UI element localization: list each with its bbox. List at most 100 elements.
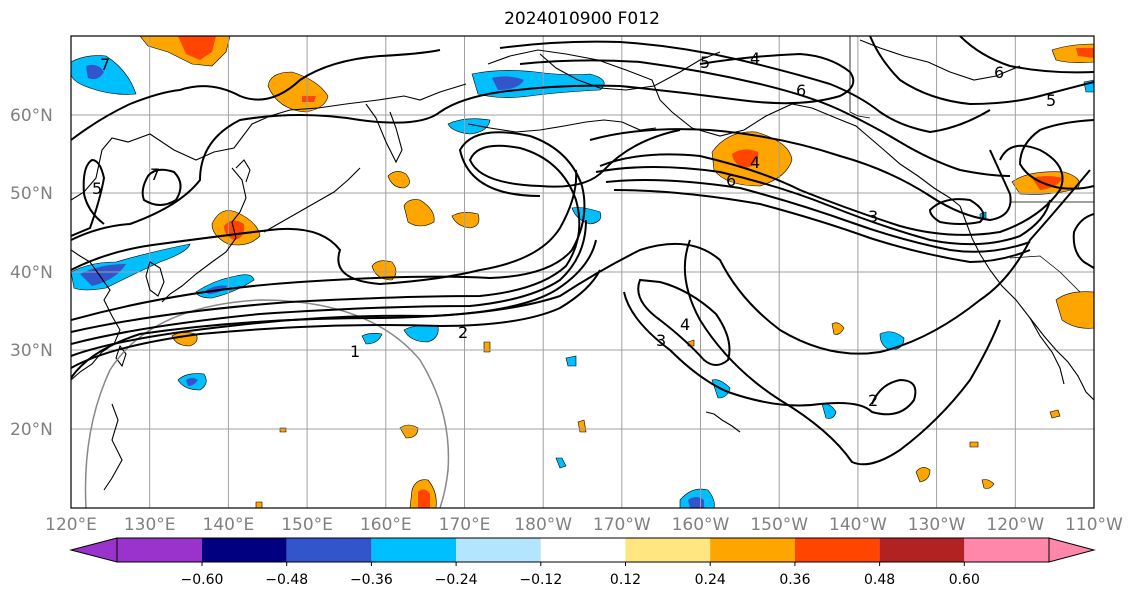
positive-anomaly — [178, 36, 216, 60]
contour-label: 1 — [350, 342, 360, 361]
negative-anomaly — [447, 118, 491, 135]
lon-label: 170°E — [439, 515, 491, 535]
lon-label: 110°W — [1065, 515, 1123, 535]
contour-label: 3 — [868, 207, 878, 226]
lon-label: 120°W — [986, 515, 1044, 535]
negative-anomaly — [361, 333, 383, 345]
negative-anomaly — [80, 264, 126, 286]
colorbar-segment — [879, 538, 965, 562]
baja-coastline — [1029, 317, 1065, 385]
colorbar-segment — [202, 538, 287, 562]
negative-anomaly — [565, 355, 577, 367]
colorbar-tick-label: −0.24 — [435, 572, 478, 588]
contour-line — [1018, 119, 1094, 190]
coastlines — [71, 36, 1094, 491]
contour-labels: 1 2 3 4 5 6 7 4 5 6 3 4 2 7 6 5 — [92, 49, 1056, 410]
canada-islands — [859, 39, 1021, 81]
positive-anomaly — [732, 149, 759, 168]
lat-label: 50°N — [10, 184, 53, 204]
positive-anomaly — [969, 441, 979, 448]
lon-label: 140°W — [829, 515, 887, 535]
contour-label: 4 — [750, 153, 760, 172]
colorbar-segment — [117, 538, 202, 562]
map-title: 2024010900 F012 — [504, 9, 660, 29]
positive-anomaly — [418, 489, 430, 508]
positive-anomaly — [1055, 291, 1094, 329]
longitude-labels: 120°E 130°E 140°E 150°E 160°E 170°E 180°… — [45, 515, 1123, 535]
contour-label: 5 — [700, 53, 710, 72]
colorbar-segment — [710, 538, 795, 562]
contour-line — [959, 36, 1094, 74]
contour-line — [519, 59, 1011, 177]
lon-label: 130°W — [908, 515, 966, 535]
colorbar-tick-label: −0.12 — [519, 572, 562, 588]
negative-anomaly — [71, 55, 137, 95]
contour-line — [637, 278, 731, 366]
contour-line — [599, 144, 1064, 236]
contour-label: 6 — [796, 81, 806, 100]
lon-label: 160°E — [360, 515, 412, 535]
contour-label: 7 — [100, 55, 110, 74]
positive-anomaly — [1076, 48, 1094, 58]
alaska-coastline — [487, 49, 961, 207]
negative-anomaly — [86, 64, 104, 80]
kamchatka-coastline — [365, 103, 403, 164]
korea-coastline — [145, 261, 165, 297]
contour-line — [71, 131, 586, 321]
lon-label: 180°W — [514, 515, 572, 535]
colorbar-segment — [456, 538, 541, 562]
contour-line — [595, 166, 1051, 246]
asia-coastline — [71, 83, 467, 201]
colorbar-ticks — [201, 562, 965, 566]
lon-label: 170°W — [593, 515, 651, 535]
colorbar-tick-label: 0.36 — [779, 572, 810, 588]
colorbar-tick-label: −0.48 — [265, 572, 308, 588]
contour-label: 4 — [750, 49, 760, 68]
north-america-coastline — [959, 205, 1094, 401]
contour-line — [499, 40, 991, 134]
colorbar: −0.60 −0.48 −0.36 −0.24 −0.12 0.12 0.24 … — [69, 537, 1096, 588]
contour-line — [1072, 213, 1094, 269]
colorbar-tick-label: −0.36 — [350, 572, 393, 588]
alaska-inland — [539, 51, 721, 91]
colorbar-extend-high — [1048, 537, 1096, 563]
contour-label: 2 — [458, 323, 468, 342]
contour-label: 5 — [1046, 91, 1056, 110]
contour-line — [605, 179, 1031, 253]
negative-anomaly — [879, 331, 905, 351]
negative-anomaly — [555, 457, 567, 469]
country-border — [1009, 255, 1081, 293]
contour-line — [71, 269, 601, 369]
lon-label: 130°E — [124, 515, 176, 535]
colorbar-tick-label: 0.24 — [695, 572, 726, 588]
colorbar-tick-label: 0.48 — [864, 572, 895, 588]
positive-anomaly — [1049, 409, 1061, 419]
contour-line — [589, 128, 1012, 222]
philippines-coastline — [103, 403, 123, 491]
positive-anomaly — [302, 96, 316, 102]
lon-label: 160°W — [672, 515, 730, 535]
contour-line — [71, 49, 441, 141]
contour-line — [71, 52, 855, 241]
lat-label: 20°N — [10, 420, 53, 440]
positive-anomaly — [915, 467, 931, 483]
positive-anomaly — [981, 479, 995, 489]
colorbar-segment — [794, 538, 880, 562]
contour-label: 4 — [680, 315, 690, 334]
contour-line — [683, 239, 1001, 466]
aleutians-chain — [467, 119, 657, 133]
country-border — [849, 36, 871, 119]
range-ring — [84, 299, 450, 508]
lon-label: 120°E — [45, 515, 97, 535]
colorbar-tick-label: 0.60 — [949, 572, 980, 588]
positive-anomaly — [1032, 176, 1062, 190]
japan-coastline — [161, 167, 247, 303]
map-plot-area: 1 2 3 4 5 6 7 4 5 6 3 4 2 7 6 5 — [71, 36, 1094, 508]
contour-label: 2 — [868, 391, 878, 410]
contour-label: 6 — [994, 63, 1004, 82]
colorbar-segment — [540, 538, 626, 562]
lat-label: 60°N — [10, 106, 53, 126]
shaded-field — [71, 36, 1094, 508]
contour-line — [623, 291, 917, 416]
